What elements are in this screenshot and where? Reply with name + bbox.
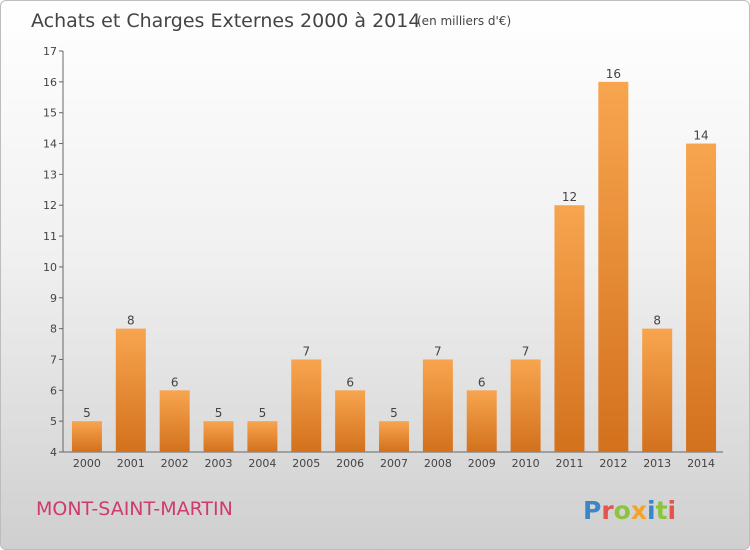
bar-2014 — [686, 143, 717, 453]
x-tick-label: 2008 — [424, 457, 452, 470]
proxiti-logo: Proxiti — [583, 496, 676, 525]
x-tick-label: 2001 — [117, 457, 145, 470]
bar-2012 — [598, 81, 629, 452]
y-tick-label: 16 — [43, 76, 57, 89]
y-tick-label: 6 — [50, 384, 57, 397]
x-tick-label: 2004 — [248, 457, 276, 470]
x-tick-label: 2005 — [292, 457, 320, 470]
x-tick-label: 2002 — [161, 457, 189, 470]
bar-2013 — [642, 328, 673, 452]
bar-2003 — [203, 421, 234, 452]
data-label: 14 — [693, 129, 708, 143]
x-tick-label: 2013 — [643, 457, 671, 470]
data-label: 5 — [215, 406, 223, 420]
data-label: 7 — [522, 344, 530, 358]
data-label: 5 — [390, 406, 398, 420]
data-label: 8 — [127, 314, 135, 328]
data-label: 7 — [302, 344, 310, 358]
logo-letter: i — [668, 496, 677, 525]
bar-2004 — [247, 421, 278, 452]
y-tick-label: 4 — [50, 446, 57, 459]
y-tick-label: 13 — [43, 168, 57, 181]
data-label: 5 — [259, 406, 267, 420]
bars-group: 5 8 6 5 5 7 6 5 7 6 7 12 16 8 14 — [71, 67, 717, 453]
data-label: 6 — [478, 375, 486, 389]
bar-2011 — [554, 205, 585, 452]
y-tick-label: 10 — [43, 261, 57, 274]
bar-2000 — [71, 421, 102, 452]
data-label: 12 — [562, 190, 577, 204]
logo-letter: r — [601, 496, 614, 525]
x-tick-label: 2011 — [555, 457, 583, 470]
bar-2001 — [115, 328, 146, 452]
bar-2006 — [335, 390, 366, 452]
logo-letter: o — [614, 496, 631, 525]
x-tick-label: 2000 — [73, 457, 101, 470]
y-tick-label: 7 — [50, 353, 57, 366]
x-tick-label: 2006 — [336, 457, 364, 470]
data-label: 16 — [606, 67, 621, 81]
chart-subtitle: (en milliers d'€) — [417, 14, 511, 28]
x-tick-label: 2010 — [512, 457, 540, 470]
bar-2007 — [379, 421, 409, 452]
location-name: MONT-SAINT-MARTIN — [36, 498, 233, 520]
data-label: 7 — [434, 344, 442, 358]
x-tick-label: 2007 — [380, 457, 408, 470]
y-tick-label: 14 — [43, 138, 57, 151]
bar-2002 — [159, 390, 190, 452]
y-tick-label: 8 — [50, 323, 57, 336]
chart-title: Achats et Charges Externes 2000 à 2014 — [31, 10, 420, 32]
bar-2005 — [291, 359, 322, 452]
logo-letter: P — [583, 496, 601, 525]
logo-letter: x — [631, 496, 647, 525]
x-tick-label: 2012 — [599, 457, 627, 470]
y-tick-label: 12 — [43, 199, 57, 212]
bar-2008 — [422, 359, 453, 452]
y-tick-label: 11 — [43, 230, 57, 243]
y-tick-label: 17 — [43, 45, 57, 58]
y-tick-label: 5 — [50, 415, 57, 428]
x-tick-label: 2009 — [468, 457, 496, 470]
x-tick-label: 2003 — [205, 457, 233, 470]
data-label: 6 — [346, 375, 354, 389]
data-label: 6 — [171, 375, 179, 389]
x-axis: 2000 2001 2002 2003 2004 2005 2006 2007 2008 2009… — [63, 451, 723, 470]
x-tick-label: 2014 — [687, 457, 715, 470]
logo-letter: t — [656, 496, 668, 525]
y-tick-label: 9 — [50, 292, 57, 305]
data-label: 5 — [83, 406, 91, 420]
y-axis: 4 5 6 7 8 9 10 11 12 13 14 15 16 17 — [43, 45, 64, 459]
data-label: 8 — [653, 314, 661, 328]
bar-2009 — [466, 390, 497, 452]
bar-2010 — [510, 359, 541, 452]
logo-letter: i — [647, 496, 656, 525]
y-tick-label: 15 — [43, 107, 57, 120]
